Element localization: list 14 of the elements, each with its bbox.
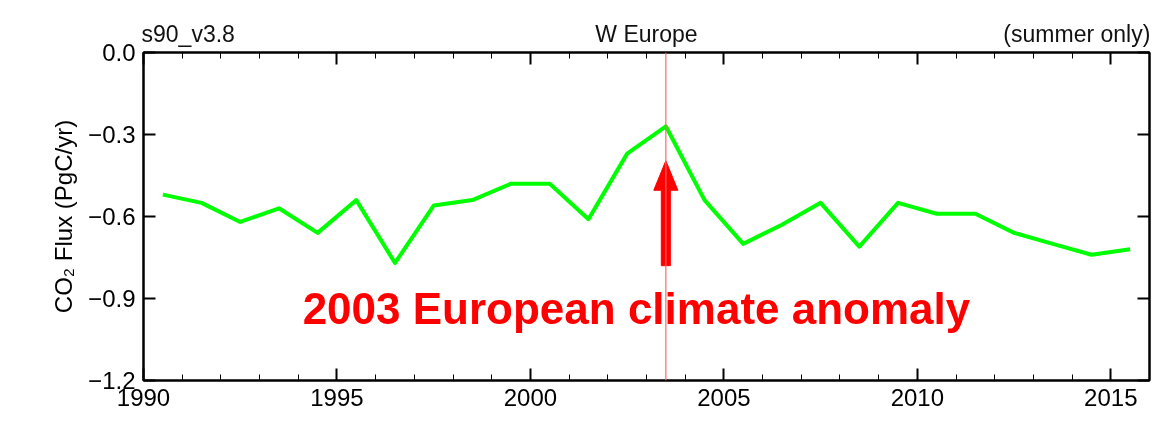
y-tick-label: 0.0	[102, 39, 136, 66]
chart-title: W Europe	[595, 20, 698, 47]
x-tick-label: 2005	[697, 383, 751, 411]
x-tick-label: 1995	[310, 383, 364, 411]
y-tick-label: −0.6	[88, 203, 136, 230]
x-tick-label: 2000	[503, 383, 558, 411]
y-tick-label: −0.3	[88, 121, 136, 148]
x-tick-label: 2010	[890, 383, 945, 411]
annotation: 2003 European climate anomaly	[302, 283, 971, 333]
y-axis-title: CO₂ Flux (PgC/yr)	[50, 119, 78, 314]
text: s90_v3.8	[141, 20, 235, 47]
text: (summer only)	[1003, 20, 1151, 47]
x-tick-label: 2015	[1084, 383, 1138, 411]
y-tick-label: −0.9	[88, 285, 136, 312]
